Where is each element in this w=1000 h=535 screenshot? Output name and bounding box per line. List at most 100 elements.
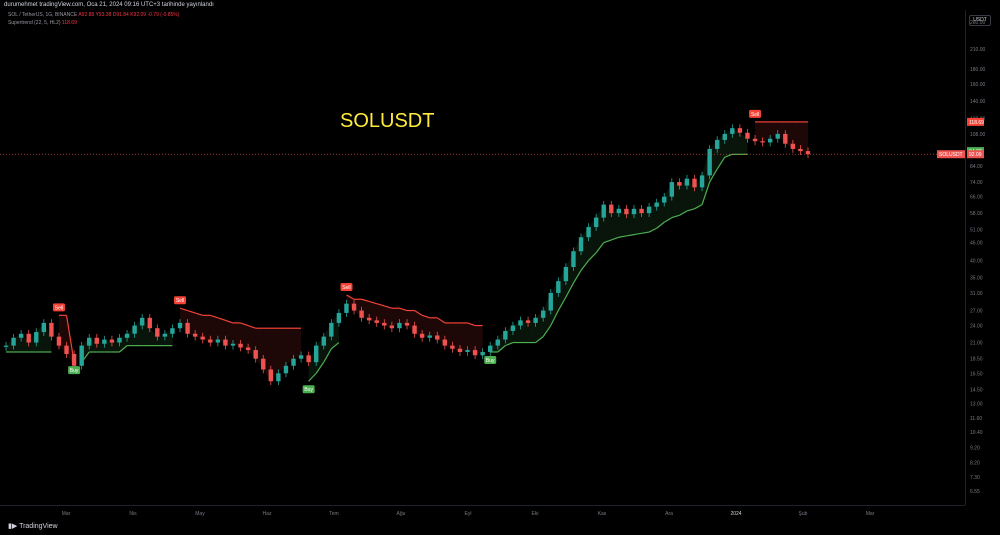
price-tick-label: 9.20 bbox=[970, 446, 980, 452]
supertrend-line-segment bbox=[361, 298, 370, 303]
supertrend-line-segment bbox=[550, 310, 559, 326]
currency-button[interactable]: USDT bbox=[969, 15, 991, 26]
supertrend-fill bbox=[240, 322, 249, 351]
signal-box bbox=[484, 355, 497, 364]
supertrend-fill bbox=[376, 303, 385, 326]
candle-body bbox=[64, 345, 69, 354]
candle-body bbox=[336, 312, 342, 323]
candle-body bbox=[56, 336, 62, 346]
price-tick-label: 14.50 bbox=[970, 388, 983, 394]
candle-body bbox=[329, 322, 334, 337]
signal-label: Sell bbox=[176, 298, 184, 304]
sell-signal: Sell bbox=[749, 109, 762, 118]
legend-symbol-row: SOL / TetherUS, 1G, BINANCE A92.88 Y93.3… bbox=[8, 11, 179, 19]
candle-body bbox=[404, 322, 410, 326]
supertrend-line-segment bbox=[701, 181, 711, 205]
candle-body bbox=[351, 303, 357, 311]
candle-body bbox=[677, 182, 682, 186]
time-tick-label: Mar bbox=[866, 511, 875, 517]
supertrend-line-segment bbox=[376, 303, 385, 307]
buy-signal: Buy bbox=[302, 385, 315, 394]
supertrend-line-segment bbox=[308, 372, 317, 382]
candle-body bbox=[616, 208, 622, 214]
supertrend-fill bbox=[452, 322, 460, 352]
candle-body bbox=[503, 330, 508, 340]
supertrend-line-segment bbox=[686, 208, 695, 212]
tradingview-logo[interactable]: ▮▶ TradingView bbox=[8, 522, 58, 530]
price-tick-label: 11.60 bbox=[970, 416, 982, 422]
price-tick-label: 27.00 bbox=[970, 309, 983, 315]
supertrend-line-segment bbox=[588, 252, 597, 261]
candle-body bbox=[609, 204, 614, 214]
legend-indicator-row: Supertrend (22, 5, HL2) 118.69 bbox=[8, 19, 179, 27]
supertrend-fill bbox=[475, 325, 483, 356]
candle-body bbox=[737, 128, 743, 133]
candle-body bbox=[745, 132, 750, 139]
candle-body bbox=[790, 143, 796, 149]
price-tick-label: 31.00 bbox=[970, 291, 983, 297]
legend-symbol[interactable]: SOL / TetherUS, 1G, BINANCE bbox=[8, 12, 78, 18]
supertrend-line-segment bbox=[724, 153, 733, 158]
price-tick-label: 10.40 bbox=[970, 430, 983, 436]
signal-label: Sell bbox=[55, 305, 63, 311]
supertrend-line-segment bbox=[330, 342, 340, 350]
supertrend-fill bbox=[755, 121, 763, 143]
signal-box bbox=[174, 296, 187, 305]
price-axis-svg: 260.00210.00180.00160.00140.00122.00108.… bbox=[967, 20, 986, 495]
supertrend-line-segment bbox=[497, 345, 506, 353]
price-label-text: 118.69 bbox=[969, 120, 984, 126]
supertrend-line-segment bbox=[384, 305, 393, 309]
price-axis[interactable]: 260.00210.00180.00160.00140.00122.00108.… bbox=[965, 10, 1000, 505]
time-tick-label: Şub bbox=[799, 511, 808, 517]
chart-plot-area[interactable]: Sell Buy Sell Buy Sell Buy Sell SOLUSDT bbox=[0, 10, 965, 505]
candle-body bbox=[139, 317, 145, 326]
supertrend-fill bbox=[293, 328, 302, 359]
candle-body bbox=[571, 251, 576, 267]
supertrend-line-segment bbox=[648, 227, 657, 233]
candle-body bbox=[321, 336, 326, 346]
supertrend-fill bbox=[285, 328, 294, 366]
supertrend-fill bbox=[202, 315, 211, 343]
candle-body bbox=[87, 337, 92, 346]
legend-indicator-value: 118.69 bbox=[61, 20, 77, 26]
candle-body bbox=[480, 351, 485, 356]
chart-title: SOLUSDT bbox=[340, 110, 435, 132]
signal-label: Buy bbox=[304, 387, 313, 393]
candle-body bbox=[624, 208, 629, 215]
candle-body bbox=[200, 336, 205, 340]
candle-body bbox=[79, 345, 84, 366]
supertrend-fill bbox=[633, 208, 642, 235]
price-tick-label: 13.00 bbox=[970, 402, 983, 408]
supertrend-fill bbox=[210, 315, 218, 343]
candle-body bbox=[223, 339, 228, 346]
supertrend-line-segment bbox=[505, 341, 514, 347]
signal-label: Sell bbox=[342, 285, 350, 291]
tradingview-logo-icon: ▮▶ bbox=[8, 523, 20, 530]
supertrend-line-segment bbox=[210, 314, 219, 319]
candle-body bbox=[132, 325, 137, 334]
time-axis[interactable]: Mar Nis May Haz Tem Ağu Eyl Eki Kas Ara 2024 Şub Mar bbox=[0, 505, 965, 518]
legend-indicator[interactable]: Supertrend (22, 5, HL2) bbox=[8, 20, 61, 26]
signal-label: Sell bbox=[751, 112, 759, 118]
supertrend-fill bbox=[217, 317, 226, 346]
candle-body bbox=[253, 350, 258, 359]
candle-body bbox=[715, 139, 720, 149]
supertrend-line-segment bbox=[671, 214, 680, 219]
candle-body bbox=[510, 325, 516, 331]
supertrend-line-segment bbox=[346, 294, 355, 300]
candle-body bbox=[684, 178, 690, 186]
legend-ohlc: A92.88 Y93.38 D91.84 K92.09 -0.79 (-0.85… bbox=[78, 12, 180, 18]
candle-body bbox=[435, 335, 440, 340]
supertrend-line-segment bbox=[618, 235, 627, 238]
symbol-tag-box bbox=[937, 150, 965, 159]
candle-body bbox=[646, 206, 652, 214]
supertrend-line-segment bbox=[694, 204, 703, 210]
supertrend-line-segment bbox=[663, 217, 673, 223]
sell-signal: Sell bbox=[340, 283, 353, 292]
candle-body bbox=[397, 322, 402, 329]
candle-body bbox=[465, 350, 470, 352]
supertrend-line-segment bbox=[369, 300, 377, 305]
candle-body bbox=[525, 320, 531, 323]
price-tick-label: 58.00 bbox=[970, 211, 983, 217]
supertrend-fill bbox=[528, 317, 536, 343]
